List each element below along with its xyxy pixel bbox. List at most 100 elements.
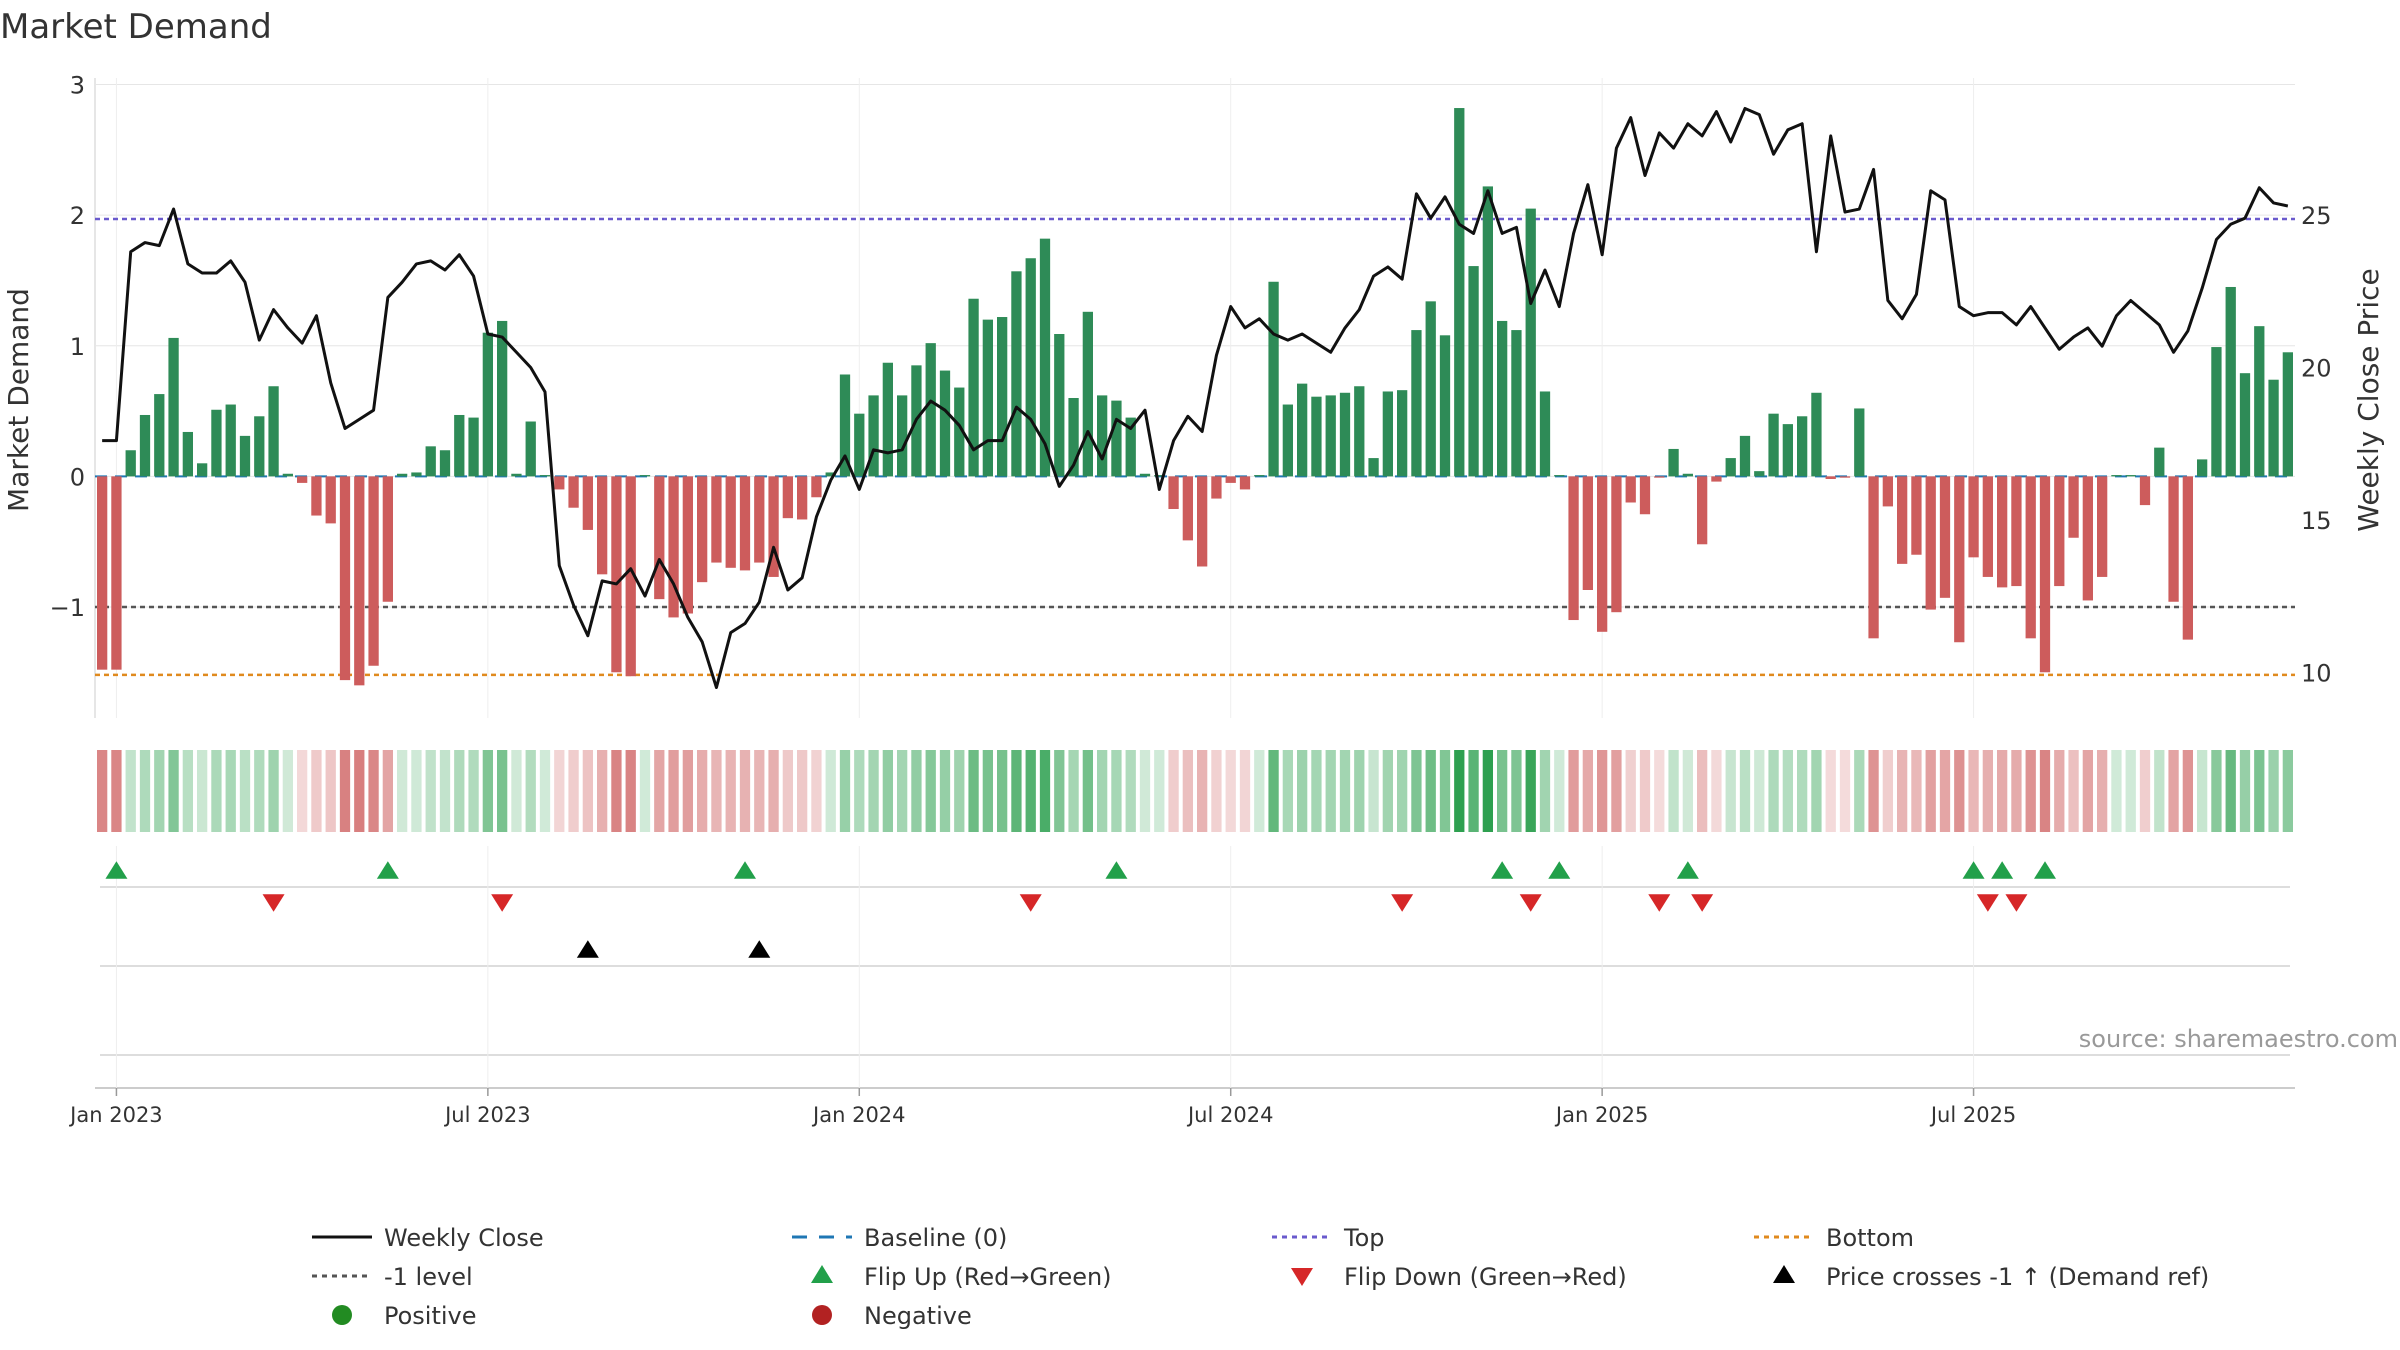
- price-cross-marker: [748, 940, 771, 958]
- heat-cell: [1439, 750, 1451, 832]
- heat-cell: [268, 750, 279, 832]
- demand-bar: [1125, 417, 1136, 477]
- demand-bar: [1039, 238, 1051, 477]
- x-tick-label: Jul 2023: [443, 1103, 530, 1127]
- price-line-layer: [102, 106, 2289, 690]
- heat-cell: [1211, 750, 1222, 832]
- legend-label: Weekly Close: [384, 1224, 544, 1252]
- demand-bar: [1639, 476, 1651, 515]
- flip-up-marker: [1962, 861, 1985, 879]
- heat-cell: [2239, 750, 2251, 832]
- heat-cell: [682, 750, 693, 832]
- heat-cell: [954, 750, 965, 832]
- heat-cell: [925, 750, 936, 832]
- legend-swatch-circle: [332, 1305, 352, 1325]
- demand-bar: [568, 476, 579, 508]
- y-tick-label: −1: [50, 594, 85, 622]
- demand-bar: [239, 435, 251, 477]
- heat-cell: [2139, 750, 2151, 832]
- source-annotation: source: sharemaestro.com: [2079, 1025, 2398, 1053]
- demand-bar: [1654, 476, 1665, 478]
- demand-bar: [1054, 334, 1065, 477]
- heat-cell: [1839, 750, 1851, 832]
- demand-bar: [1554, 475, 1565, 477]
- flip-down-marker: [1391, 894, 1414, 912]
- demand-bar: [1425, 301, 1436, 477]
- heat-cell: [511, 750, 522, 832]
- heat-cell: [1868, 750, 1879, 832]
- y2-tick-label: 10: [2301, 659, 2332, 687]
- legend: Weekly Close Baseline (0) Top Bottom -1 leve…: [312, 1224, 2209, 1330]
- demand-bar: [1211, 476, 1222, 499]
- heat-cell: [1225, 750, 1236, 832]
- demand-bar: [739, 476, 751, 571]
- flip-up-marker: [1548, 861, 1571, 879]
- heat-cell: [1554, 750, 1565, 832]
- heat-cell: [1982, 750, 1993, 832]
- heat-cell: [397, 750, 408, 832]
- demand-bar: [1197, 476, 1208, 567]
- heat-cell: [1425, 750, 1436, 832]
- y-tick-label: 3: [70, 72, 85, 100]
- flip-down-marker: [262, 894, 285, 912]
- heat-cell: [1968, 750, 1979, 832]
- heat-cell: [1282, 750, 1293, 832]
- demand-bar: [1597, 476, 1608, 632]
- demand-bar: [497, 320, 508, 477]
- demand-bar: [368, 476, 379, 666]
- demand-bar: [1697, 476, 1708, 545]
- y2-axis-label: Weekly Close Price: [2352, 268, 2385, 531]
- heat-cell: [1625, 750, 1636, 832]
- demand-bar: [382, 476, 393, 602]
- heat-cell: [2168, 750, 2179, 832]
- heat-cell: [1168, 750, 1179, 832]
- heat-cell: [1097, 750, 1108, 832]
- heat-cell: [2125, 750, 2136, 832]
- demand-bar: [1239, 476, 1251, 490]
- demand-bar: [1082, 311, 1093, 477]
- legend-label: -1 level: [384, 1263, 473, 1291]
- y-tick-label: 2: [70, 202, 85, 230]
- heat-cell: [1954, 750, 1965, 832]
- demand-bar: [2039, 476, 2051, 673]
- heat-cell: [2254, 750, 2265, 832]
- y-tick-label: 0: [70, 463, 85, 491]
- heat-cell: [1239, 750, 1251, 832]
- demand-bar: [639, 475, 651, 477]
- y-axis-label: Market Demand: [2, 288, 35, 512]
- heat-cell: [139, 750, 151, 832]
- event-markers: [95, 846, 2295, 1090]
- demand-bar: [697, 476, 708, 583]
- heat-cell: [2111, 750, 2122, 832]
- legend-item: Positive: [332, 1302, 477, 1330]
- demand-bar: [297, 476, 308, 483]
- heat-cell: [1511, 750, 1522, 832]
- flip-up-marker: [1491, 861, 1514, 879]
- demand-bar: [1539, 391, 1551, 477]
- y2-tick-label: 20: [2301, 355, 2332, 383]
- heat-cell: [239, 750, 251, 832]
- heat-cell: [439, 750, 451, 832]
- heat-cell: [382, 750, 393, 832]
- heat-cell: [168, 750, 179, 832]
- demand-bar: [154, 394, 165, 477]
- demand-bar: [2097, 476, 2108, 577]
- heat-cell: [611, 750, 622, 832]
- demand-bar: [868, 395, 879, 477]
- demand-bar: [1754, 471, 1765, 477]
- demand-bar: [2254, 326, 2265, 477]
- demand-bar: [2197, 459, 2208, 477]
- heat-cell: [1082, 750, 1093, 832]
- demand-bar: [825, 472, 836, 477]
- demand-bar: [1668, 448, 1679, 477]
- demand-bar: [511, 473, 522, 477]
- demand-bar: [1997, 476, 2008, 588]
- demand-bar: [668, 476, 679, 618]
- legend-label: Top: [1343, 1224, 1385, 1252]
- heat-cell: [782, 750, 793, 832]
- heat-cell: [311, 750, 322, 832]
- legend-item: Negative: [812, 1302, 972, 1330]
- demand-bar: [1182, 476, 1193, 541]
- demand-bar: [654, 476, 665, 600]
